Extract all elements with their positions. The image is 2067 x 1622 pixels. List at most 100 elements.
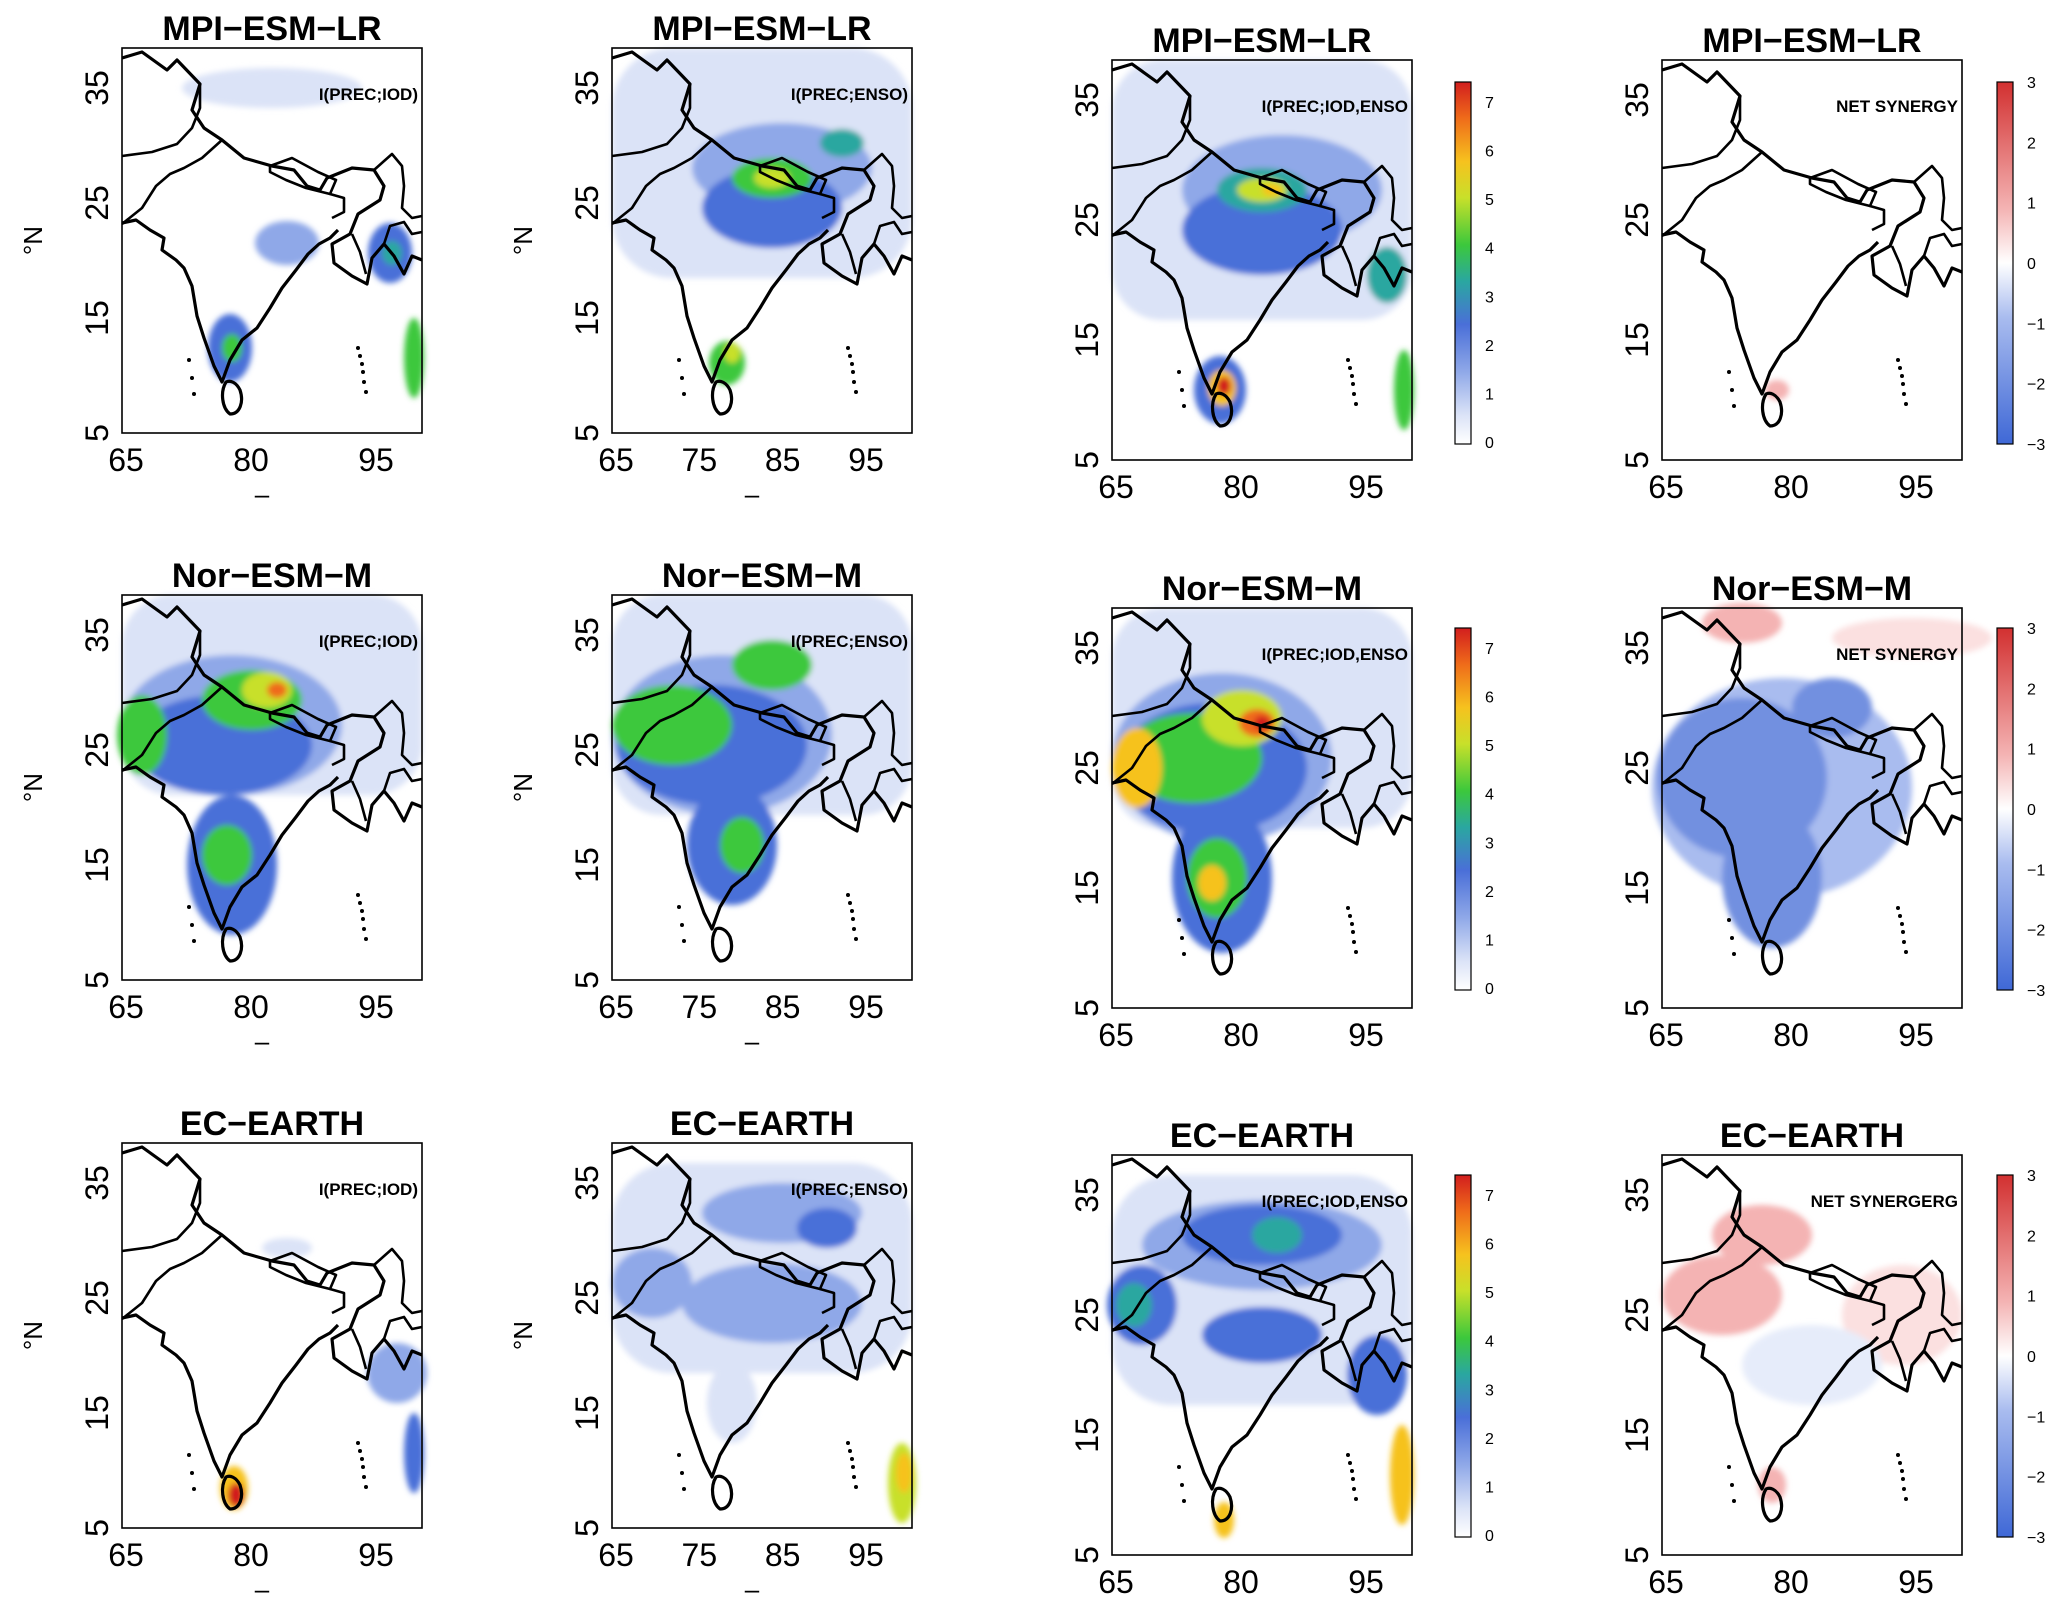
- plot-frame: [1111, 1154, 1413, 1556]
- x-tick-label: 80: [233, 1537, 269, 1573]
- plot-frame: [121, 1142, 423, 1529]
- y-axis-label: °N: [508, 226, 538, 255]
- x-axis-label: –: [745, 479, 760, 509]
- x-tick-label: 85: [765, 989, 801, 1025]
- y-tick-label: 25: [569, 185, 605, 221]
- colorbar-tick-label: 1: [2027, 196, 2036, 213]
- colorbar-tick-label: 0: [1485, 435, 1494, 452]
- x-tick-label: 65: [108, 989, 144, 1025]
- colorbar-synergy-row0: [1996, 81, 2014, 445]
- y-tick-label: 25: [1619, 750, 1655, 786]
- panel-nor-iod-enso: [1110, 607, 1414, 1009]
- y-tick-label: 5: [1619, 451, 1655, 469]
- x-tick-label: 95: [1348, 1017, 1384, 1053]
- y-tick-label: 35: [569, 1165, 605, 1201]
- panel-mpi-iod: [120, 47, 424, 434]
- plot-frame: [611, 594, 913, 981]
- y-tick-label: 25: [79, 732, 115, 768]
- colorbar-tick-label: 5: [1485, 1285, 1494, 1302]
- y-tick-label: 15: [1069, 1417, 1105, 1453]
- panel-variable-label: NET SYNERGERG: [1811, 1192, 1958, 1211]
- y-tick-label: 15: [1619, 870, 1655, 906]
- field-nor-enso: [612, 595, 912, 905]
- colorbar-tick-label: 1: [2027, 742, 2036, 759]
- y-tick-label: 5: [79, 1519, 115, 1537]
- colorbar-tick-label: −1: [2027, 862, 2045, 879]
- y-axis-label: °N: [508, 1321, 538, 1350]
- x-tick-label: 95: [358, 989, 394, 1025]
- colorbar-tick-label: 3: [1485, 1382, 1494, 1399]
- x-tick-label: 80: [1223, 1564, 1259, 1600]
- y-tick-label: 5: [1069, 451, 1105, 469]
- plot-frame: [1661, 607, 1963, 1009]
- x-axis-label: –: [255, 479, 270, 509]
- field-nor-synergy: [1652, 603, 1992, 948]
- x-axis-label: –: [255, 1574, 270, 1604]
- colorbar-tick-label: 2: [2027, 681, 2036, 698]
- y-tick-label: 5: [79, 424, 115, 442]
- plot-frame: [1661, 1154, 1963, 1556]
- panel-title: Nor−ESM−M: [1712, 570, 1912, 608]
- plot-frame: [121, 47, 423, 434]
- panel-mpi-synergy: [1660, 59, 1964, 461]
- colorbar-tick-label: 0: [2027, 256, 2036, 273]
- colorbar-tick-label: 6: [1485, 690, 1494, 707]
- x-tick-label: 65: [1098, 469, 1134, 505]
- y-tick-label: 25: [79, 185, 115, 221]
- colorbar-tick-label: −1: [2027, 316, 2045, 333]
- x-tick-label: 65: [1648, 469, 1684, 505]
- y-tick-label: 15: [569, 847, 605, 883]
- colorbar-synergy-row2: [1996, 1174, 2014, 1538]
- y-tick-label: 25: [79, 1280, 115, 1316]
- field-ec-iod-enso: [1107, 1175, 1414, 1538]
- x-axis-label: –: [745, 1574, 760, 1604]
- y-tick-label: 25: [569, 1280, 605, 1316]
- colorbar-tick-label: 6: [1485, 1237, 1494, 1254]
- panel-variable-label: NET SYNERGY: [1836, 97, 1959, 116]
- x-tick-label: 65: [598, 1537, 634, 1573]
- panel-nor-enso: [610, 594, 914, 981]
- colorbar-tick-label: 3: [2027, 621, 2036, 638]
- plot-frame: [1111, 607, 1413, 1009]
- panel-nor-synergy: [1652, 603, 1992, 1009]
- panel-variable-label: I(PREC;IOD,ENSO: [1262, 1192, 1408, 1211]
- x-tick-label: 95: [1898, 1564, 1934, 1600]
- colorbar-tick-label: −3: [2027, 437, 2045, 454]
- y-tick-label: 25: [1069, 750, 1105, 786]
- colorbar-tick-label: −1: [2027, 1409, 2045, 1426]
- x-tick-label: 80: [233, 989, 269, 1025]
- y-axis-label: °N: [18, 1321, 48, 1350]
- x-tick-label: 65: [598, 442, 634, 478]
- x-tick-label: 65: [1098, 1564, 1134, 1600]
- y-tick-label: 35: [79, 70, 115, 106]
- colorbar-tick-label: 2: [1485, 1431, 1494, 1448]
- plot-frame: [1661, 59, 1963, 461]
- colorbar-tick-label: 4: [1485, 787, 1494, 804]
- colorbar-tick-label: 7: [1485, 95, 1494, 112]
- x-tick-label: 65: [1648, 1564, 1684, 1600]
- plot-frame: [121, 594, 423, 981]
- panel-title: EC−EARTH: [1720, 1117, 1904, 1155]
- x-tick-label: 80: [1223, 469, 1259, 505]
- colorbar-tick-label: 5: [1485, 192, 1494, 209]
- panel-title: EC−EARTH: [1170, 1117, 1354, 1155]
- panel-title: MPI−ESM−LR: [162, 10, 381, 48]
- panel-variable-label: I(PREC;IOD,ENSO: [1262, 97, 1408, 116]
- y-tick-label: 5: [569, 1519, 605, 1537]
- y-tick-label: 35: [1069, 630, 1105, 666]
- y-axis-label: °N: [18, 226, 48, 255]
- panel-mpi-enso: [610, 47, 914, 434]
- y-tick-label: 35: [1069, 82, 1105, 118]
- panel-variable-label: I(PREC;IOD,ENSO: [1262, 645, 1408, 664]
- y-tick-label: 35: [79, 617, 115, 653]
- colorbar-tick-label: 1: [2027, 1289, 2036, 1306]
- y-tick-label: 5: [1619, 999, 1655, 1017]
- x-tick-label: 85: [765, 442, 801, 478]
- panel-ec-synergy: [1660, 1154, 1964, 1556]
- panel-variable-label: I(PREC;ENSO): [791, 632, 908, 651]
- colorbar-tick-label: 6: [1485, 144, 1494, 161]
- panel-variable-label: I(PREC;IOD): [319, 632, 418, 651]
- colorbar-tick-label: 4: [1485, 241, 1494, 258]
- x-tick-label: 95: [1348, 1564, 1384, 1600]
- y-tick-label: 5: [1619, 1546, 1655, 1564]
